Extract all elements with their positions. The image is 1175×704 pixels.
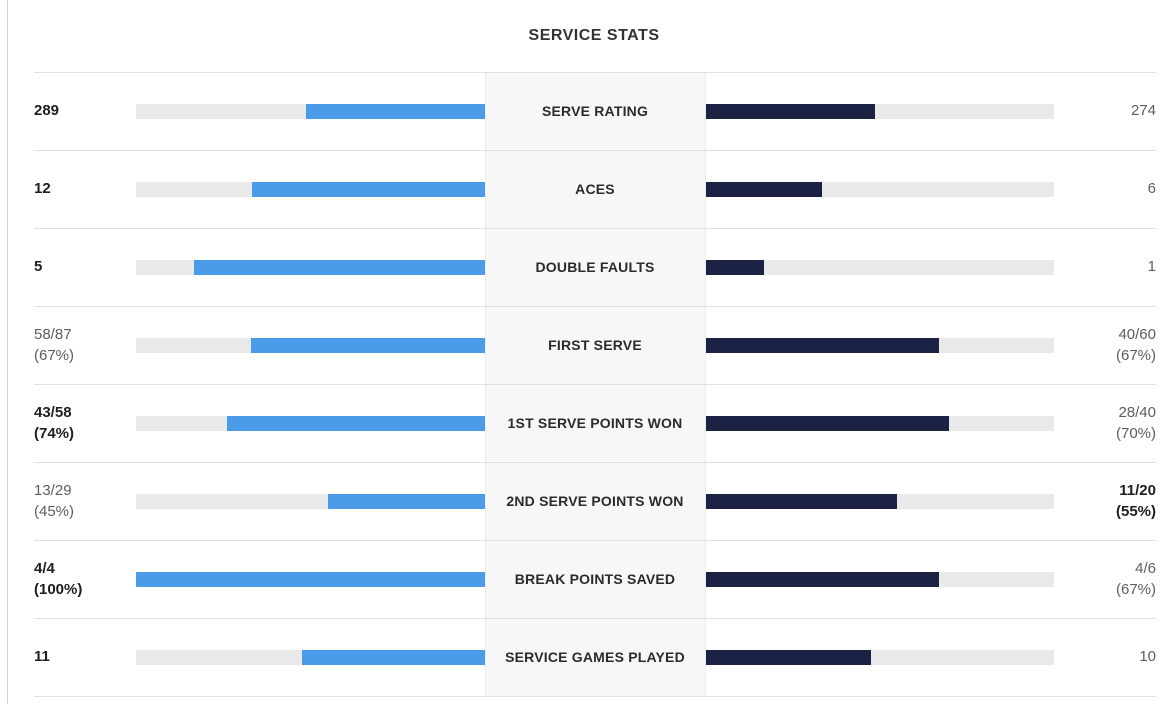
stat-row-double-faults: 5 DOUBLE FAULTS 1 <box>34 228 1156 306</box>
player1-value: 5 <box>34 258 43 276</box>
player1-bar-fill <box>226 416 485 431</box>
player1-bar-fill <box>305 104 485 119</box>
player1-bar-track <box>136 104 485 119</box>
player1-value: 11 <box>34 648 50 666</box>
player2-value: 1 <box>1147 258 1156 276</box>
stat-label-cell: SERVICE GAMES PLAYED <box>484 619 706 696</box>
player1-bar-track <box>136 650 485 665</box>
stat-label-cell: SERVE RATING <box>484 73 706 150</box>
stat-row-first-serve: 58/87 (67%) FIRST SERVE 40/60 (67%) <box>34 306 1156 384</box>
player1-value: 43/58 (74%) <box>34 404 75 442</box>
player2-value: 4/6 (67%) <box>1115 560 1156 598</box>
service-stats-panel: SERVICE STATS 289 SERVE RATING 274 12 AC… <box>7 0 1175 704</box>
stat-label: DOUBLE FAULTS <box>535 258 655 275</box>
player2-value: 28/40 (70%) <box>1115 404 1156 442</box>
player2-bar-fill <box>705 182 822 197</box>
player2-bar-track <box>705 182 1054 197</box>
stat-label: ACES <box>575 180 615 197</box>
player1-bar-fill <box>301 650 485 665</box>
player2-bar-fill <box>705 572 939 587</box>
stat-label: FIRST SERVE <box>548 336 642 353</box>
panel-header: SERVICE STATS <box>8 0 1175 72</box>
stat-label-cell: FIRST SERVE <box>484 307 706 384</box>
stat-row-2nd-serve-points-won: 13/29 (45%) 2ND SERVE POINTS WON 11/20 (… <box>34 462 1156 540</box>
player2-bar-track <box>705 338 1054 353</box>
player1-value: 58/87 (67%) <box>34 326 75 364</box>
player1-bar-track <box>136 494 485 509</box>
player1-bar-fill <box>252 182 485 197</box>
player1-value: 12 <box>34 180 51 198</box>
player2-bar-track <box>705 572 1054 587</box>
stat-label-cell: 1ST SERVE POINTS WON <box>484 385 706 462</box>
player1-bar-track <box>136 416 485 431</box>
stats-table: 289 SERVE RATING 274 12 ACES 6 5 DOUBLE … <box>34 72 1156 697</box>
player1-value: 4/4 (100%) <box>34 560 83 598</box>
player2-bar-track <box>705 104 1054 119</box>
stat-label: 1ST SERVE POINTS WON <box>507 414 683 431</box>
player2-value: 274 <box>1130 102 1156 120</box>
stat-label-cell: 2ND SERVE POINTS WON <box>484 463 706 540</box>
stat-label: SERVICE GAMES PLAYED <box>505 648 685 665</box>
player1-bar-track <box>136 338 485 353</box>
player1-bar-track <box>136 572 485 587</box>
player2-bar-fill <box>705 416 950 431</box>
panel-title: SERVICE STATS <box>528 27 660 44</box>
player2-bar-fill <box>705 338 939 353</box>
player2-value: 6 <box>1147 180 1156 198</box>
stat-label: 2ND SERVE POINTS WON <box>506 492 684 509</box>
player1-bar-track <box>136 260 485 275</box>
player1-bar-fill <box>194 260 485 275</box>
stat-label-cell: ACES <box>484 151 706 228</box>
player2-bar-track <box>705 494 1054 509</box>
stat-label: BREAK POINTS SAVED <box>514 570 676 587</box>
stat-row-serve-rating: 289 SERVE RATING 274 <box>34 72 1156 150</box>
stat-row-aces: 12 ACES 6 <box>34 150 1156 228</box>
player1-bar-track <box>136 182 485 197</box>
player2-bar-fill <box>705 494 898 509</box>
player1-bar-fill <box>136 572 485 587</box>
stat-label-cell: BREAK POINTS SAVED <box>484 541 706 618</box>
player2-bar-fill <box>705 104 876 119</box>
player1-value: 289 <box>34 102 60 120</box>
player2-bar-fill <box>705 260 764 275</box>
player2-bar-track <box>705 650 1054 665</box>
player2-value: 40/60 (67%) <box>1115 326 1156 364</box>
player2-value: 11/20 (55%) <box>1115 482 1156 520</box>
stat-row-1st-serve-points-won: 43/58 (74%) 1ST SERVE POINTS WON 28/40 (… <box>34 384 1156 462</box>
player1-value: 13/29 (45%) <box>34 482 75 520</box>
player2-bar-track <box>705 416 1054 431</box>
player1-bar-fill <box>251 338 485 353</box>
stat-row-break-points-saved: 4/4 (100%) BREAK POINTS SAVED 4/6 (67%) <box>34 540 1156 618</box>
stat-row-service-games-played: 11 SERVICE GAMES PLAYED 10 <box>34 618 1156 696</box>
player2-bar-fill <box>705 650 872 665</box>
stat-label-cell: DOUBLE FAULTS <box>484 229 706 306</box>
player2-bar-track <box>705 260 1054 275</box>
player1-bar-fill <box>327 494 485 509</box>
player2-value: 10 <box>1139 648 1156 666</box>
stat-label: SERVE RATING <box>541 102 649 119</box>
